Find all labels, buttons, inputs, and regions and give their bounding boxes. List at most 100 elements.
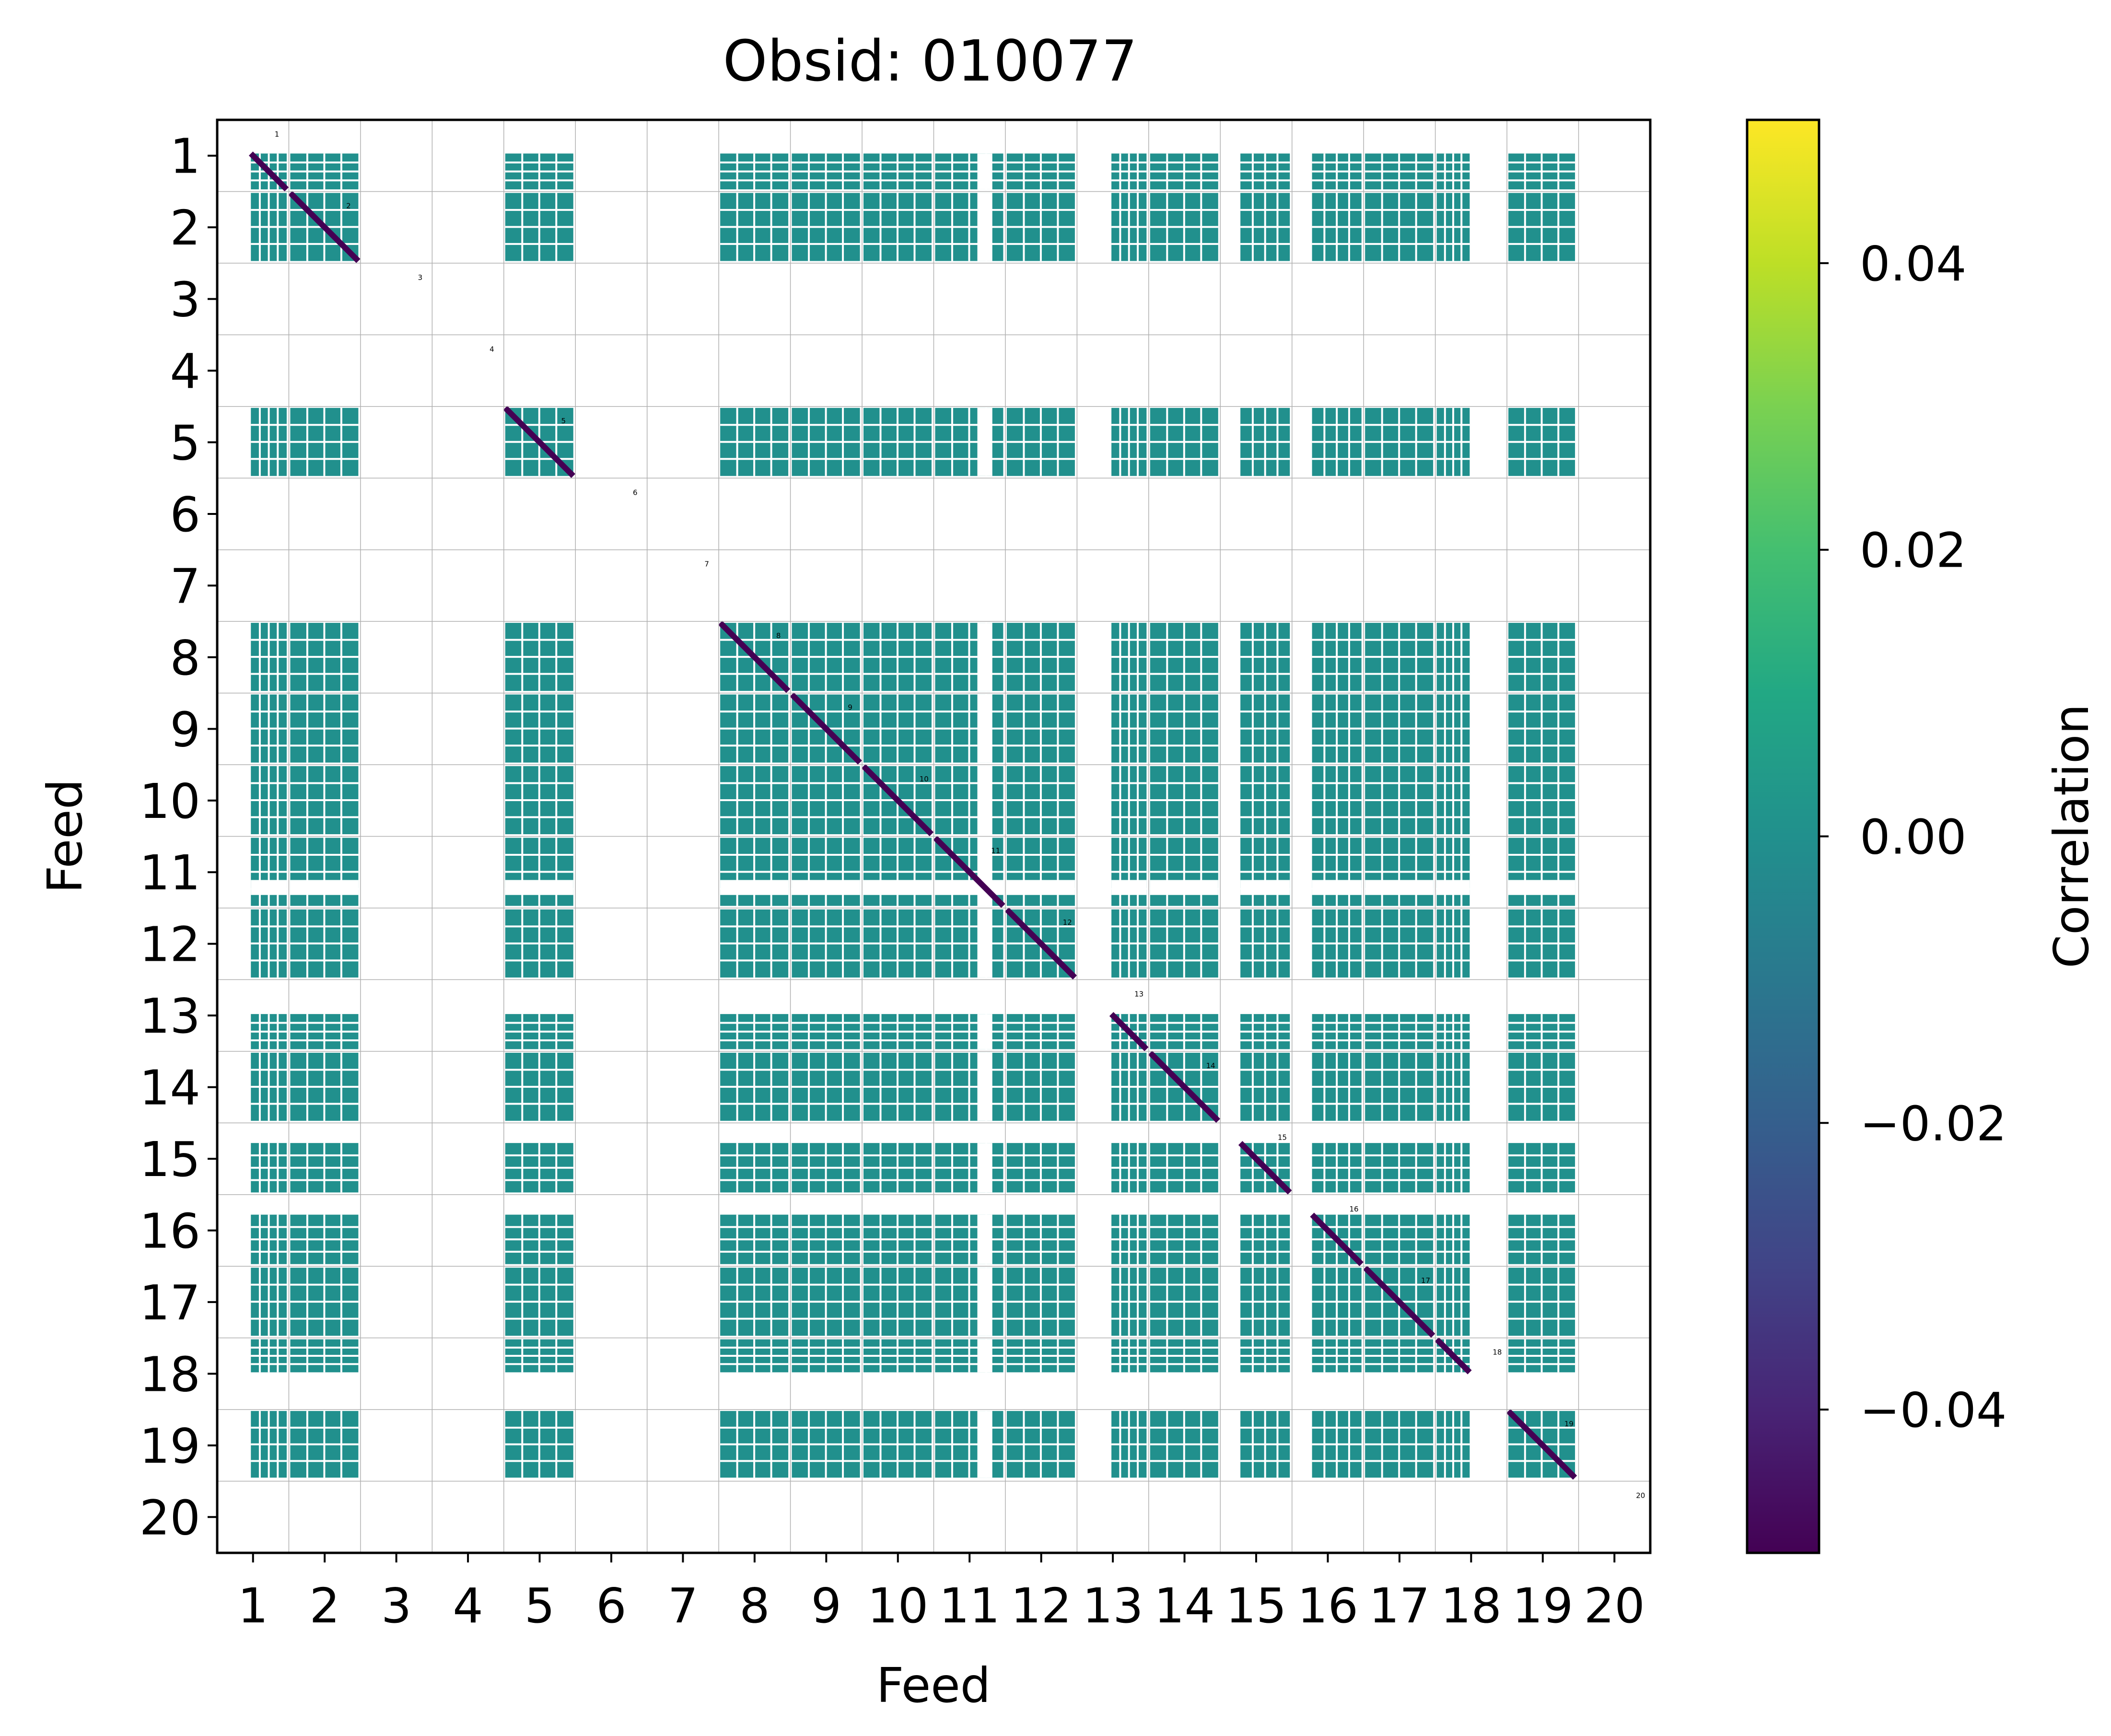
heatmap-block [1111,623,1147,691]
masked-gap [977,1214,992,1264]
heatmap-block [863,1339,932,1373]
heatmap-block [792,1339,860,1373]
heatmap-block [720,766,789,835]
y-tick-label: 1 [170,128,200,185]
heatmap-block [1365,623,1434,691]
heatmap-block [792,766,860,835]
heatmap-block [1111,1268,1147,1336]
colorbar: 0.04 0.02 0.00 −0.02 −0.04 Correlation [1746,118,2099,1554]
heatmap-block [863,1214,932,1264]
heatmap-block [1508,193,1575,261]
masked-gap [977,1014,992,1049]
heatmap-block [290,1014,359,1049]
x-tick-label: 16 [1297,1578,1358,1634]
diagonal-label: 9 [848,703,852,712]
colorbar-tick-label: −0.04 [1860,1382,2006,1438]
heatmap-block [1006,623,1075,691]
y-tick-label: 3 [170,272,200,328]
heatmap-block [1365,909,1434,978]
heatmap-block [505,694,573,763]
heatmap-block [1150,1339,1218,1373]
heatmap-block [792,1214,860,1264]
heatmap-block [935,909,1003,978]
heatmap-block [1006,1052,1075,1121]
y-tick-label: 9 [170,701,200,757]
x-tick-label: 20 [1584,1578,1645,1634]
heatmap-block [251,838,287,906]
heatmap-block [1111,694,1147,763]
heatmap-block [1150,1411,1218,1478]
masked-gap [977,193,992,261]
heatmap-block [1312,694,1362,763]
heatmap-block [1111,193,1147,261]
heatmap-block [720,1014,789,1049]
heatmap-block [1240,766,1290,835]
heatmap-block [1365,193,1434,261]
heatmap-block [863,838,932,906]
heatmap-block [251,766,287,835]
diagonal-label: 20 [1636,1491,1645,1500]
y-tick-label: 16 [140,1203,200,1259]
colorbar-ticks: 0.04 0.02 0.00 −0.02 −0.04 [1819,236,2006,1438]
heatmap-block [1150,1268,1218,1336]
colorbar-tick-label: −0.02 [1860,1095,2006,1152]
diagonal-cell [790,692,862,765]
heatmap-block [935,1214,1003,1264]
heatmap-block [505,1339,573,1373]
y-tick-label: 10 [140,773,200,829]
diagonal-cell [1109,1012,1149,1051]
x-axis-label: Feed [876,1657,991,1713]
heatmap-block [863,1143,932,1193]
x-tick-label: 9 [811,1578,842,1634]
heatmap-block [1312,1268,1362,1336]
heatmap-block [1006,1143,1075,1193]
diagonal-cell [718,620,791,693]
heatmap-block [505,838,573,906]
heatmap-block [935,1268,1003,1336]
heatmap-block [1508,694,1575,763]
heatmap-block [792,408,860,476]
heatmap-block [1436,694,1470,763]
heatmap-block [1240,1052,1290,1121]
colorbar-tick-label: 0.04 [1860,236,1967,292]
colorbar-tick-label: 0.02 [1860,523,1967,579]
masked-gap [863,880,932,895]
heatmap-block [1111,909,1147,978]
heatmap-block [1365,408,1434,476]
heatmap-block [1436,408,1470,476]
heatmap-block [1436,1214,1470,1264]
heatmap-block [1240,623,1290,691]
diagonal-label: 12 [1063,918,1072,927]
heatmap-block [505,909,573,978]
diagonal-label: 2 [346,201,351,210]
heatmap-block [1111,408,1147,476]
heatmap-block [792,1411,860,1478]
heatmap-block [1150,838,1218,906]
masked-gap [977,766,992,835]
heatmap-block [1508,408,1575,476]
heatmap-block [935,408,1003,476]
heatmap-block [935,1052,1003,1121]
heatmap-block [1312,193,1362,261]
masked-gap [251,880,287,895]
diagonal-cell [1238,1141,1292,1195]
heatmap-block [1240,1014,1290,1049]
diagonal-label: 5 [561,417,566,425]
heatmap-block [1006,153,1075,189]
masked-gap [977,909,992,978]
heatmap-block [1240,408,1290,476]
heatmap-block [720,1052,789,1121]
heatmap-block [1150,1014,1218,1049]
heatmap-block [792,909,860,978]
heatmap-block [720,153,789,189]
masked-gap [1312,880,1362,895]
heatmap-block [505,1268,573,1336]
heatmap-block [863,1052,932,1121]
diagonal-label: 13 [1134,990,1143,998]
diagonal-cell [288,191,361,263]
heatmap-block [290,408,359,476]
colorbar-label: Correlation [2043,704,2099,968]
heatmap-block [935,1411,1003,1478]
diagonal-label: 16 [1349,1205,1358,1213]
heatmap-block [1365,1339,1434,1373]
